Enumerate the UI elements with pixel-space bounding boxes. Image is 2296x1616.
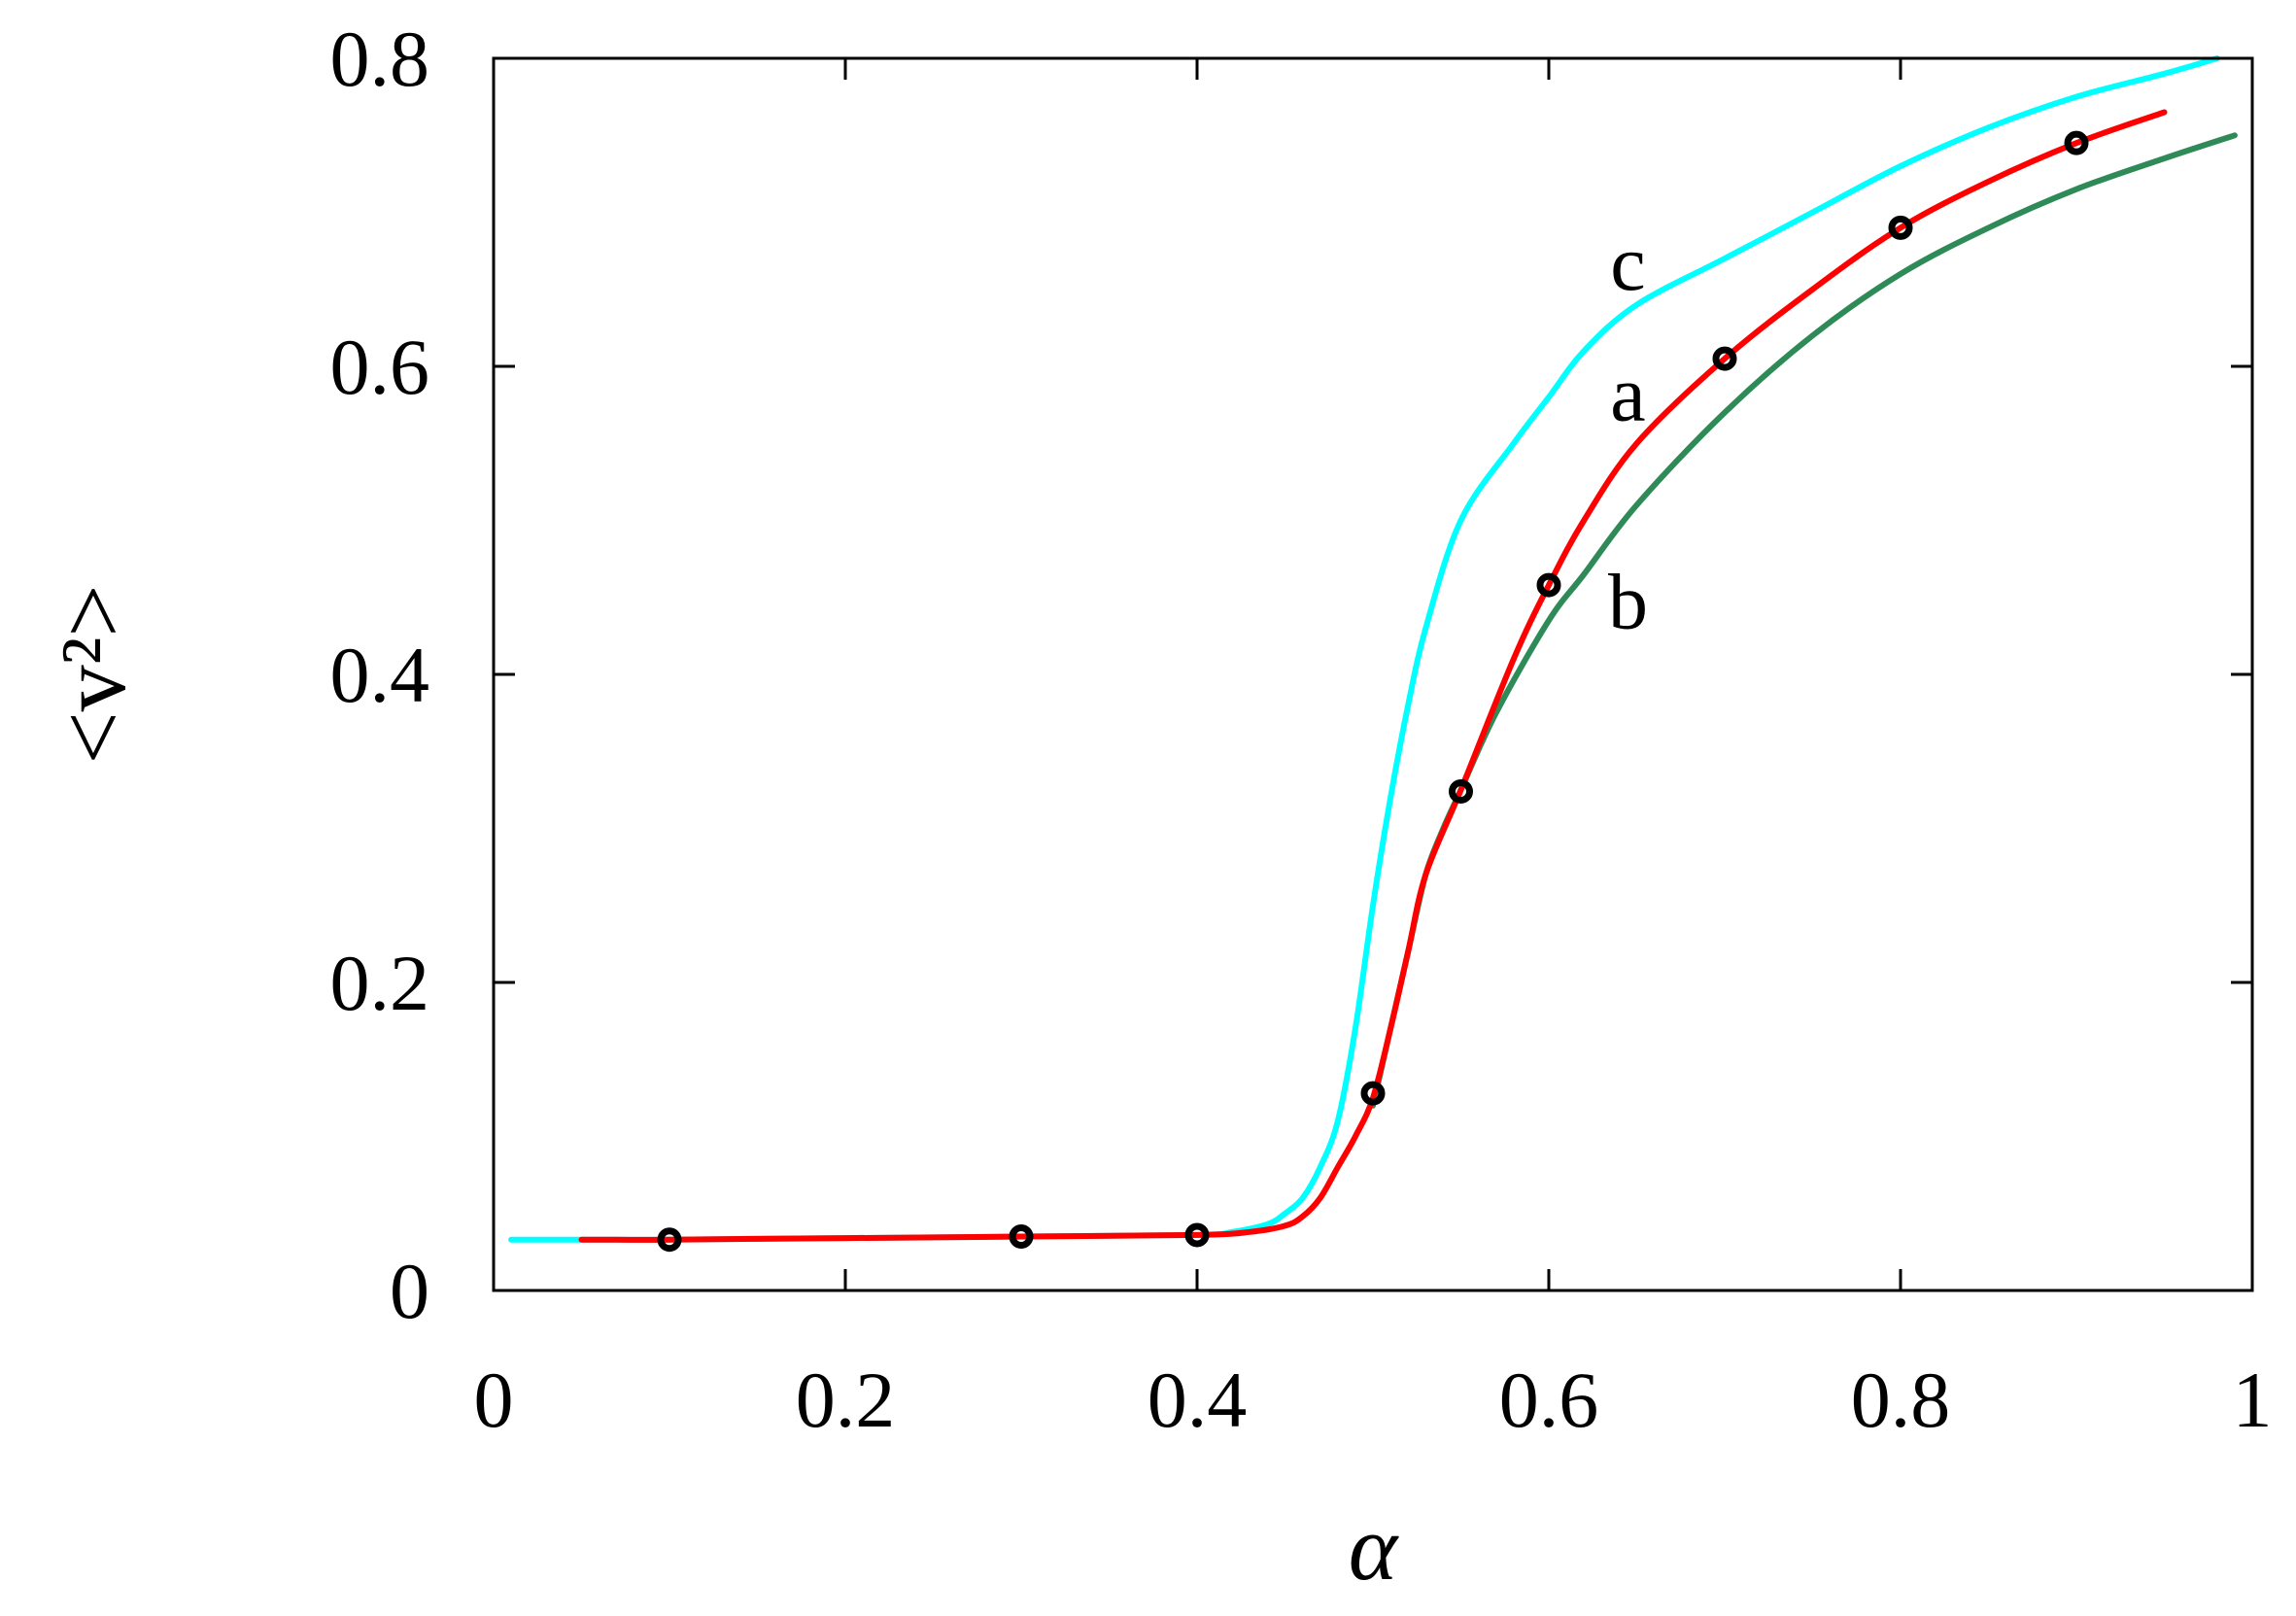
data-point-marker <box>1184 1222 1210 1248</box>
data-point-marker <box>1449 778 1473 804</box>
x-tick-label: 0 <box>474 1356 514 1444</box>
x-tick-label: 0.4 <box>1148 1356 1248 1444</box>
data-point-marker <box>1888 215 1913 240</box>
x-tick-label: 1 <box>2233 1356 2273 1444</box>
series-c-line <box>508 55 2220 1243</box>
x-tick-label: 0.6 <box>1499 1356 1599 1444</box>
series-b-line <box>1370 132 2238 1109</box>
labels-layer: 0 0.2 0.4 0.6 0.8 1 0 0.2 0.4 0.6 0.8 ca b α <v²> <box>41 15 2273 1599</box>
data-point-marker <box>1536 572 1561 598</box>
y-tick-label: 0.2 <box>330 939 430 1027</box>
data-point-marker <box>657 1227 682 1253</box>
data-point-marker <box>1009 1224 1034 1250</box>
y-tick-label: 0.4 <box>330 631 430 719</box>
curve-label-c: c <box>1610 219 1645 307</box>
x-axis-title: α <box>1349 1496 1399 1599</box>
y-tick-label: 0.8 <box>330 15 430 103</box>
curve-label-b: b <box>1608 557 1648 645</box>
x-tick-label: 0.2 <box>796 1356 896 1444</box>
markers-layer <box>657 130 2089 1253</box>
y-tick-label: 0 <box>390 1247 429 1335</box>
data-point-marker <box>1712 346 1737 371</box>
x-tick-label: 0.8 <box>1851 1356 1951 1444</box>
data-point-marker <box>2064 130 2089 155</box>
curve-label-a: a <box>1610 349 1645 437</box>
y-axis-title: <v²> <box>41 584 145 764</box>
y-tick-label: 0.6 <box>330 323 430 411</box>
data-point-marker <box>1360 1081 1386 1106</box>
curves-layer <box>508 55 2238 1243</box>
series-a-line <box>578 109 2168 1243</box>
ticks-layer <box>492 56 2254 1292</box>
